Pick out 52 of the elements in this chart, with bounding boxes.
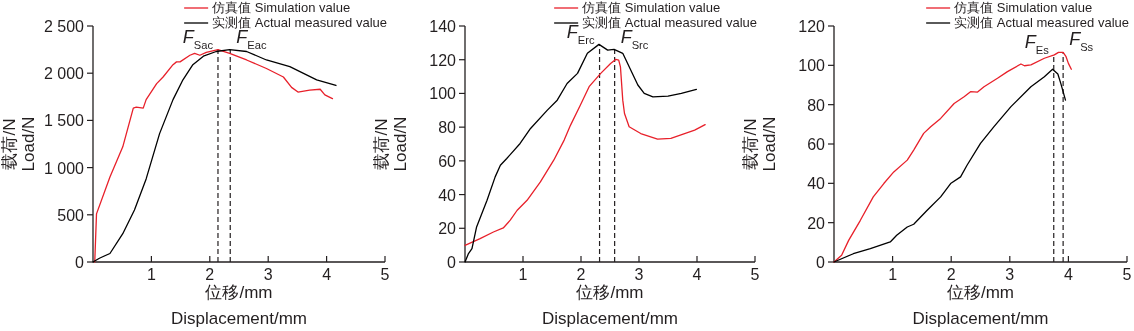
x-tick-label: 5 xyxy=(1122,266,1132,283)
y-tick-label: 100 xyxy=(429,85,457,103)
x-tick-label: 1 xyxy=(888,266,898,283)
x-tick-label: 2 xyxy=(576,266,586,283)
y-tick-label: 0 xyxy=(447,254,457,271)
y-tick-label: 60 xyxy=(807,136,826,153)
x-axis-title: 位移/mm Displacement/mm xyxy=(912,283,1049,328)
y-tick-label: 100 xyxy=(798,57,826,75)
x-tick-label: 3 xyxy=(1005,266,1015,283)
y-tick-label: 0 xyxy=(816,254,826,271)
y-tick-label: 20 xyxy=(438,220,457,238)
y-tick-label: 40 xyxy=(438,186,457,204)
y-tick-label: 80 xyxy=(438,119,457,137)
y-tick-label: 80 xyxy=(807,96,826,114)
y-tick-label: 1 000 xyxy=(43,159,85,177)
y-tick-label: 2 000 xyxy=(43,65,85,83)
legend-label: 实测值 Actual measured value xyxy=(954,15,1129,30)
y-tick-label: 60 xyxy=(438,152,457,170)
y-tick-label: 140 xyxy=(429,18,457,35)
x-tick-label: 5 xyxy=(750,266,760,283)
y-tick-label: 120 xyxy=(798,18,826,35)
x-tick-label: 1 xyxy=(518,266,528,283)
annotation: F$_{Es}$ xyxy=(1024,32,1050,57)
y-tick-label: 2 500 xyxy=(43,18,85,35)
y-axis-title: 载荷/N Load/N xyxy=(372,116,410,172)
annotation: F$_{Ss}$ xyxy=(1069,29,1094,54)
y-tick-label: 1 500 xyxy=(43,112,85,130)
x-tick-label: 1 xyxy=(146,266,156,283)
x-tick-label: 2 xyxy=(205,266,215,283)
x-tick-label: 5 xyxy=(380,266,390,283)
x-tick-label: 2 xyxy=(946,266,956,283)
x-tick-label: 3 xyxy=(263,266,273,283)
y-tick-label: 500 xyxy=(57,206,85,224)
annotation: F$_{Src}$ xyxy=(620,26,649,51)
legend-label: 仿真值 Simulation value xyxy=(581,0,721,15)
x-axis-title: 位移/mm Displacement/mm xyxy=(541,283,679,328)
x-tick-label: 4 xyxy=(322,266,332,283)
y-axis-title: 载荷/N Load/N xyxy=(741,116,779,172)
x-tick-label: 4 xyxy=(1063,266,1073,283)
y-tick-label: 120 xyxy=(429,51,457,69)
legend-label: 仿真值 Simulation value xyxy=(953,0,1093,15)
y-tick-label: 20 xyxy=(807,214,826,232)
line-series xyxy=(464,43,698,263)
y-tick-label: 0 xyxy=(75,254,85,271)
line-series xyxy=(464,58,706,246)
legend-label: 仿真值 Simulation value xyxy=(211,0,351,15)
annotation: F$_{Sac}$ xyxy=(182,26,214,51)
y-tick-label: 40 xyxy=(807,175,826,193)
x-axis-title: 位移/mm Displacement/mm xyxy=(170,283,308,328)
y-axis-title: 载荷/N Load/N xyxy=(0,116,38,172)
x-tick-label: 3 xyxy=(634,266,644,283)
x-tick-label: 4 xyxy=(692,266,702,283)
